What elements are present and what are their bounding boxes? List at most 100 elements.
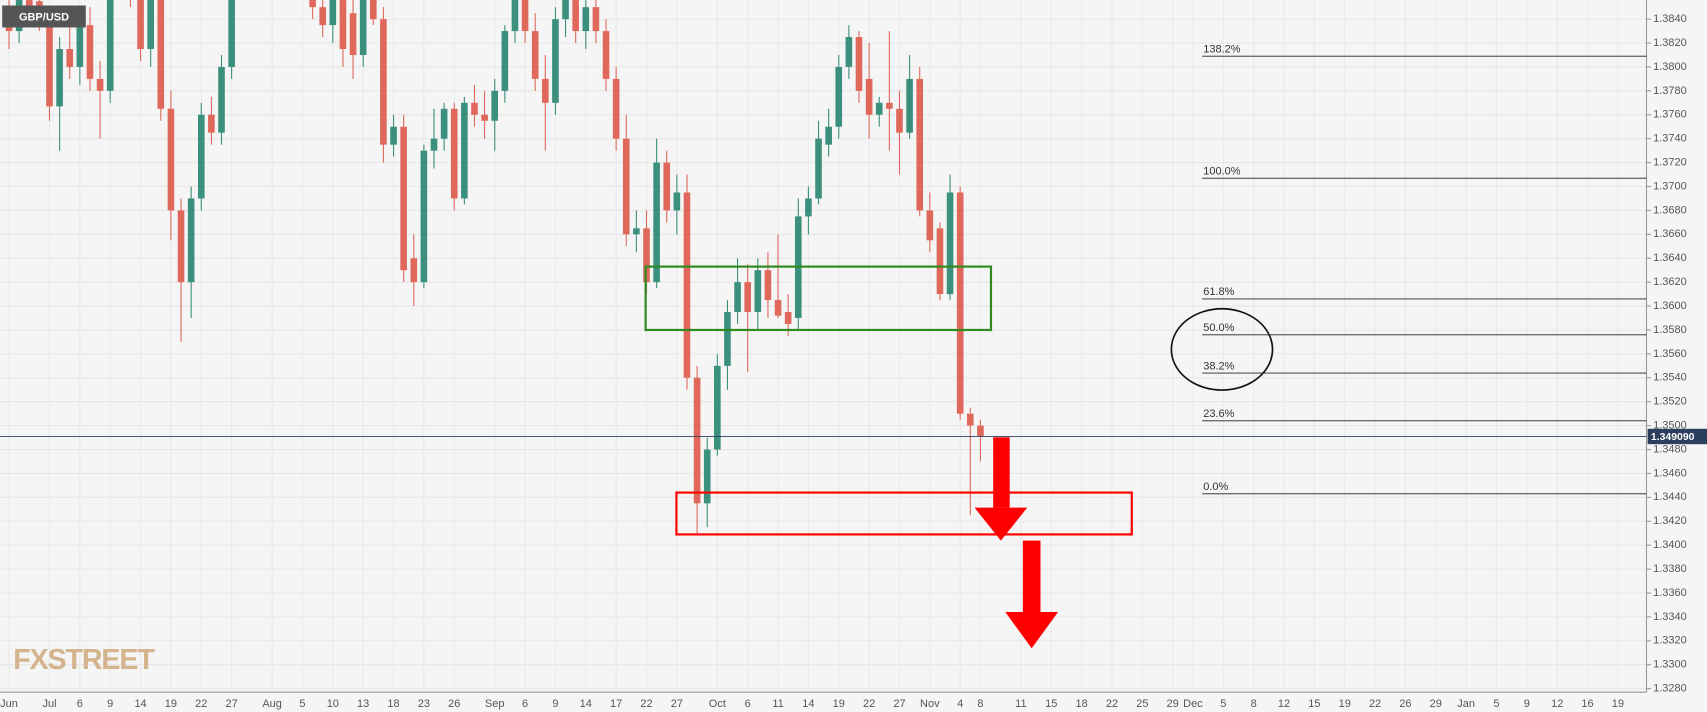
candle-body [926, 210, 934, 241]
candle-body [714, 365, 721, 450]
candle-body [622, 138, 630, 235]
x-tick-label: Nov [920, 698, 940, 710]
candle-body [693, 377, 701, 504]
arrow-shaft [993, 437, 1010, 508]
x-tick-label: 29 [1430, 698, 1442, 710]
x-tick-label: 29 [1167, 698, 1179, 710]
logo: FXSTREET [13, 644, 155, 676]
candle-body [916, 78, 924, 211]
candle-body [481, 114, 488, 121]
fib-label: 0.0% [1203, 481, 1228, 493]
y-tick-label: 1.3840 [1653, 13, 1687, 25]
x-tick-label: 15 [1045, 698, 1057, 710]
last-price-label: 1.349090 [1651, 432, 1695, 443]
arrow-head [974, 507, 1028, 541]
y-tick-label: 1.3700 [1653, 180, 1687, 192]
candle-body [582, 7, 590, 32]
candle-body [542, 78, 549, 103]
x-tick-label: 4 [957, 698, 963, 710]
x-tick-label: 23 [418, 698, 430, 710]
candle-body [936, 228, 944, 295]
y-tick-label: 1.3460 [1653, 467, 1687, 479]
candle-body [228, 0, 235, 67]
x-tick-label: Jan [1457, 698, 1475, 710]
y-tick-label: 1.3500 [1653, 420, 1687, 432]
x-tick-label: 9 [552, 698, 558, 710]
zone-box [675, 491, 1133, 536]
x-tick-label: 27 [893, 698, 905, 710]
fib-label: 61.8% [1203, 286, 1234, 298]
candle-body [309, 0, 316, 8]
y-tick-label: 1.3480 [1653, 443, 1687, 455]
candle-body [521, 0, 529, 32]
candle-body [784, 312, 792, 324]
candle-body [906, 78, 913, 133]
y-tick-label: 1.3400 [1653, 539, 1687, 551]
candle-body [430, 138, 438, 151]
x-tick-label: Aug [262, 698, 282, 710]
candle-body [835, 66, 843, 127]
x-tick-label: 6 [77, 698, 83, 710]
x-tick-label: 22 [863, 698, 875, 710]
y-tick-label: 1.3780 [1653, 85, 1687, 97]
candle-body [319, 7, 327, 26]
highlight-ellipse [1170, 307, 1274, 391]
candle-body [491, 90, 499, 121]
x-tick-label: 19 [833, 698, 845, 710]
candle-body [865, 78, 873, 115]
candle-body [653, 162, 660, 283]
x-tick-label: 10 [327, 698, 339, 710]
y-tick-label: 1.3640 [1653, 252, 1687, 264]
candle-body [673, 192, 681, 211]
x-tick-label: 6 [522, 698, 528, 710]
candle-body [329, 0, 337, 26]
x-tick-label: 6 [745, 698, 751, 710]
x-tick-label: 19 [165, 698, 177, 710]
candle-body [86, 25, 94, 79]
candle-body [956, 192, 964, 414]
fib-label: 100.0% [1203, 165, 1241, 177]
candle-body [177, 210, 185, 283]
x-tick-label: Jun [0, 698, 18, 710]
y-tick-label: 1.3380 [1653, 563, 1687, 575]
y-tick-label: 1.3540 [1653, 372, 1687, 384]
y-tick-label: 1.3620 [1653, 276, 1687, 288]
candle-body [197, 114, 205, 199]
y-tick-label: 1.3680 [1653, 204, 1687, 216]
candle-body [572, 0, 579, 32]
y-tick-label: 1.3300 [1653, 659, 1687, 671]
x-tick-label: 26 [1399, 698, 1411, 710]
x-tick-label: 12 [1551, 698, 1563, 710]
candle-body [602, 31, 610, 79]
candle-body [896, 108, 903, 133]
arrow-shaft [1022, 540, 1041, 613]
y-tick-label: 1.3720 [1653, 157, 1687, 169]
fib-label: 138.2% [1203, 44, 1241, 56]
y-tick-label: 1.3660 [1653, 228, 1687, 240]
fib-label: 38.2% [1203, 360, 1234, 372]
y-tick-label: 1.3280 [1653, 683, 1687, 695]
candle-body [369, 0, 377, 20]
y-tick-label: 1.3420 [1653, 515, 1687, 527]
candle-body [815, 138, 822, 199]
candle-body [531, 31, 539, 79]
candle-body [643, 228, 650, 283]
x-tick-label: Oct [709, 698, 726, 710]
x-tick-label: 16 [1581, 698, 1593, 710]
candle-body [359, 0, 367, 55]
x-tick-label: 22 [1106, 698, 1118, 710]
x-tick-label: 11 [1015, 698, 1026, 710]
candle-body [461, 102, 468, 199]
x-tick-label: 18 [1076, 698, 1088, 710]
x-tick-label: 25 [1136, 698, 1148, 710]
y-tick-label: 1.3740 [1653, 133, 1687, 145]
grid [0, 0, 1647, 693]
candle-body [349, 13, 357, 55]
candle-body [167, 108, 175, 211]
candle-body [147, 0, 154, 50]
candle-body [875, 102, 883, 115]
candle-body [562, 0, 569, 20]
candle-body [552, 19, 559, 103]
y-tick-label: 1.3340 [1653, 611, 1687, 623]
